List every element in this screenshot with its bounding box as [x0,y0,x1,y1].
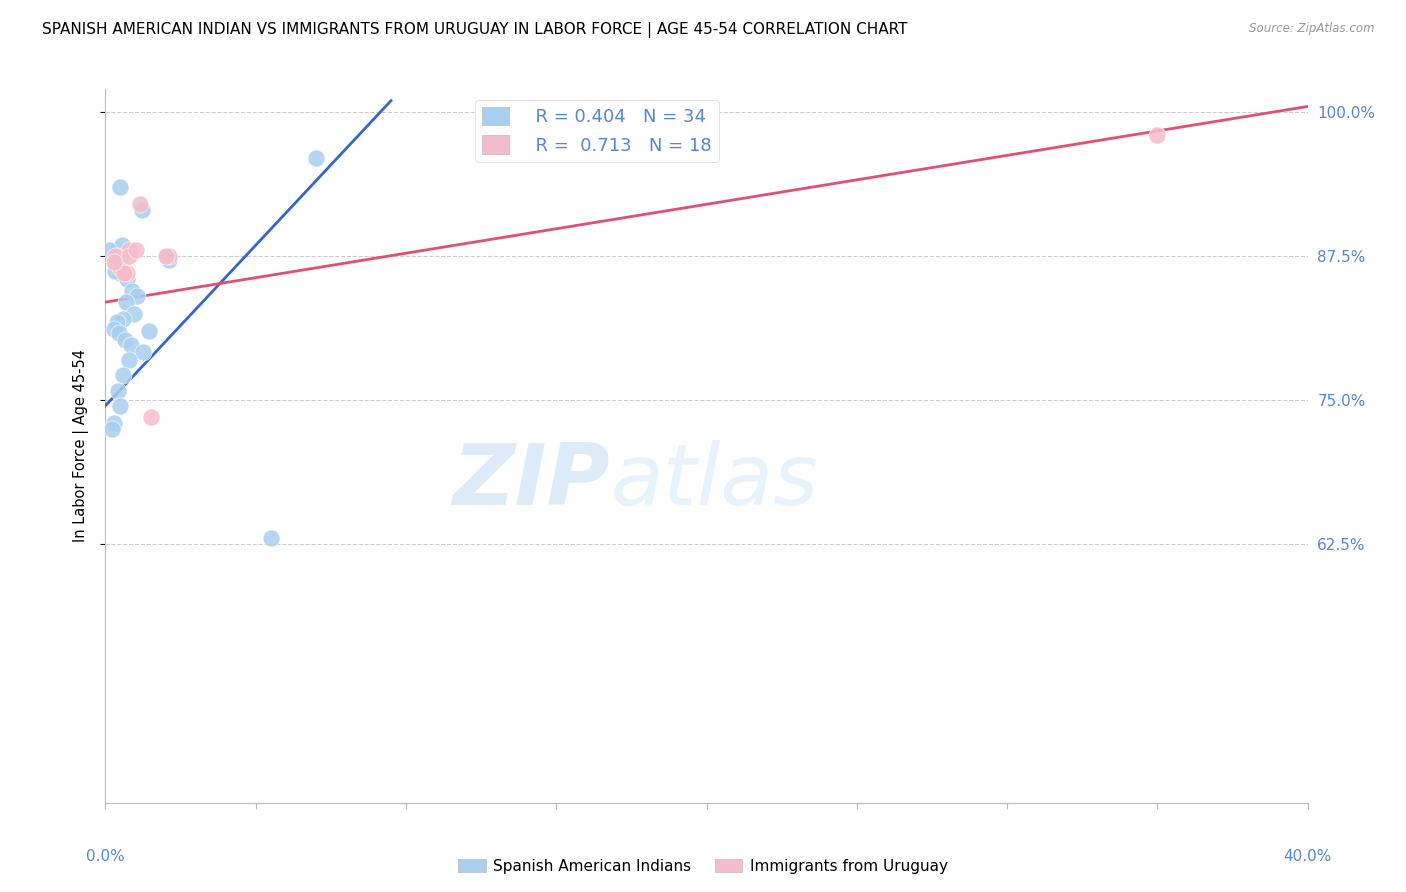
Point [108,255,131,269]
Point [112,260,135,275]
Point [101,422,124,436]
Point [105,249,128,263]
Point [139,410,162,425]
Point [120,337,142,351]
Text: 40.0%: 40.0% [1284,849,1331,863]
Point [111,260,134,275]
Point [118,244,141,258]
Point [107,252,129,266]
Point [305,151,328,165]
Point [108,326,131,341]
Point [110,399,132,413]
Text: 0.0%: 0.0% [86,849,125,863]
Point [260,531,283,545]
Point [110,180,132,194]
Legend:   R = 0.404   N = 34,   R =  0.713   N = 18: R = 0.404 N = 34, R = 0.713 N = 18 [475,100,718,161]
Point [108,255,131,269]
Point [115,295,138,310]
Point [131,202,153,217]
Point [1146,128,1168,143]
Point [115,266,138,280]
Point [157,249,180,263]
Text: SPANISH AMERICAN INDIAN VS IMMIGRANTS FROM URUGUAY IN LABOR FORCE | AGE 45-54 CO: SPANISH AMERICAN INDIAN VS IMMIGRANTS FR… [42,22,908,38]
Point [129,197,152,211]
Point [98,244,121,258]
Point [112,266,135,280]
Text: ZIP: ZIP [453,440,610,524]
Point [121,284,143,298]
Point [115,272,138,286]
Point [114,333,136,347]
Point [103,255,125,269]
Point [124,244,146,258]
Point [104,248,127,262]
Point [118,352,141,367]
Point [110,260,132,275]
Point [122,307,145,321]
Legend: Spanish American Indians, Immigrants from Uruguay: Spanish American Indians, Immigrants fro… [453,853,953,880]
Point [132,344,155,359]
Point [156,249,179,263]
Point [105,255,128,269]
Text: Source: ZipAtlas.com: Source: ZipAtlas.com [1250,22,1375,36]
Point [125,289,148,303]
Point [111,237,134,252]
Y-axis label: In Labor Force | Age 45-54: In Labor Force | Age 45-54 [73,350,89,542]
Point [138,324,160,338]
Point [108,266,131,280]
Point [157,252,180,267]
Point [107,384,129,398]
Point [104,264,127,278]
Point [112,312,135,326]
Point [103,321,125,335]
Point [155,249,177,263]
Point [103,416,125,430]
Point [105,244,128,258]
Text: atlas: atlas [610,440,818,524]
Point [111,368,134,382]
Point [105,315,128,329]
Point [110,249,132,263]
Point [104,249,127,263]
Point [118,249,141,263]
